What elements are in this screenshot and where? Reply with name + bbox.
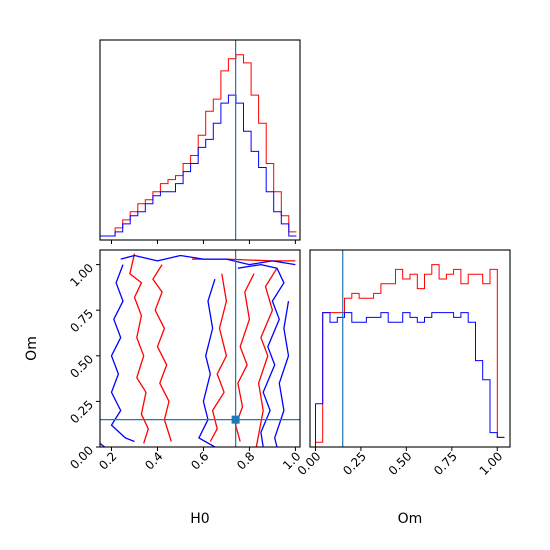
- contour-y-tick-label: 0.00: [67, 443, 96, 472]
- om-histogram-x-tick-label: 0.25: [340, 449, 369, 478]
- contour-y-tick-label: 1.00: [67, 261, 96, 290]
- contour-blue-line-7: [110, 264, 135, 443]
- contour-x-tick-label: 0.4: [142, 449, 165, 472]
- contour-red-line-1: [152, 264, 172, 442]
- contour-x-tick-label: 0.6: [188, 449, 211, 472]
- contour-blue-line-6: [120, 254, 296, 266]
- x-axis-label-h0: H0: [190, 511, 209, 527]
- om-histogram-frame: [309, 249, 511, 448]
- contour-x-tick-label: 0.8: [234, 449, 257, 472]
- contour-red-line-3: [209, 273, 228, 442]
- contour-frame: [99, 249, 301, 448]
- om-histogram-red-series: [315, 264, 505, 447]
- contour-y-tick-label: 0.50: [67, 352, 96, 381]
- h0-om-contour-panel: 0.2 0.4 0.6 0.8 1.0 0.000.250.500.751.00 H0 …: [24, 249, 304, 527]
- om-histogram-x-tick-label: 0.75: [431, 449, 460, 478]
- x-axis-label-om: Om: [398, 511, 423, 527]
- om-histogram-blue-series: [315, 312, 505, 447]
- contour-blue-line-8: [198, 279, 216, 447]
- h0-histogram-blue-series: [99, 94, 297, 240]
- contour-red-line-0: [129, 253, 149, 444]
- contour-blue-line-11: [100, 442, 106, 447]
- y-axis-label-om: Om: [24, 336, 40, 361]
- om-histogram-x-tick-label: 0.50: [386, 449, 415, 478]
- contour-x-tick-label: 0.2: [96, 449, 119, 472]
- contour-blue-line-10: [274, 300, 290, 447]
- om-histogram-panel: 0.00 0.25 0.50 0.75 1.00 Om: [295, 249, 511, 527]
- contour-y-tick-label: 0.25: [67, 398, 96, 427]
- h0-histogram-panel: [99, 39, 301, 244]
- contour-red-line-5: [255, 267, 278, 447]
- om-histogram-x-tick-label: 0.00: [295, 449, 324, 478]
- h0-histogram-frame: [99, 39, 301, 241]
- h0-histogram-red-series: [99, 54, 297, 240]
- om-histogram-x-tick-label: 1.00: [477, 449, 506, 478]
- contour-y-tick-label: 0.75: [67, 306, 96, 335]
- contour-blue-line-9: [237, 263, 285, 447]
- truth-marker: [231, 415, 240, 424]
